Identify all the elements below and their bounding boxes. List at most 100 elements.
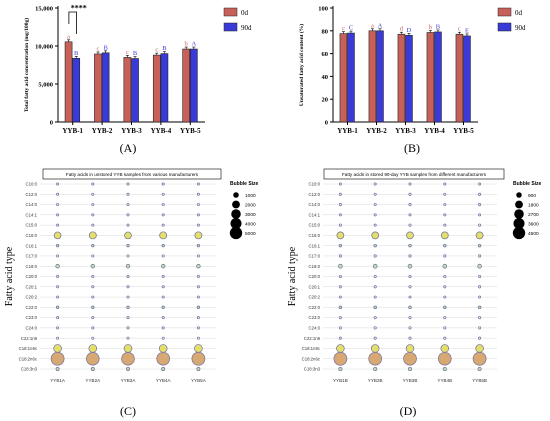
y-tick-label: 60 — [322, 51, 329, 58]
bubble — [373, 254, 377, 258]
bubble — [91, 336, 95, 340]
bubble — [55, 264, 60, 269]
bar — [152, 54, 161, 123]
bubble — [443, 285, 447, 289]
bubble — [161, 213, 165, 217]
x-tick-label: YYB-4 — [151, 127, 172, 135]
bubble — [91, 223, 95, 227]
bubble — [443, 192, 447, 196]
bubble — [405, 344, 415, 353]
x-tick-label: YYB-1 — [62, 127, 83, 135]
bubble — [126, 213, 130, 217]
bubble — [191, 351, 206, 366]
bubble — [475, 231, 484, 240]
bubble — [126, 326, 130, 330]
bubble — [406, 231, 414, 240]
bubble — [91, 192, 95, 196]
bubble — [126, 336, 130, 340]
panel-label-c: (C) — [120, 404, 136, 418]
row-label: C10:0 — [309, 182, 321, 187]
row-label: C17:0 — [26, 254, 38, 259]
row-label: C22:0 — [309, 305, 321, 310]
significance-letter: b — [185, 41, 188, 48]
bubble — [408, 203, 412, 207]
legend-bubble — [513, 217, 525, 230]
bubble — [161, 336, 165, 340]
bar — [463, 35, 471, 123]
bubble — [56, 295, 60, 299]
legend-label: 0d — [241, 9, 249, 17]
legend-bubble — [231, 209, 241, 219]
bubble — [123, 344, 133, 353]
bubble — [161, 192, 165, 196]
bubble — [56, 213, 60, 217]
panel-label-a: (A) — [120, 141, 137, 155]
y-tick-label: 20 — [322, 97, 329, 104]
significance-letter: D — [407, 27, 412, 34]
bubble — [196, 326, 200, 330]
bubble — [158, 344, 168, 353]
bubble — [86, 352, 100, 366]
plot-title-box — [323, 168, 505, 180]
bubble — [161, 275, 165, 278]
bubble — [477, 305, 482, 310]
row-label: C20:1 — [26, 284, 38, 289]
bubble — [338, 243, 343, 248]
bubble — [443, 316, 447, 320]
bubble — [373, 274, 377, 279]
x-tick-label: YYB-5 — [180, 127, 201, 135]
bubble — [408, 316, 412, 320]
bubble — [478, 254, 482, 258]
bubble — [338, 285, 342, 289]
significance-letter: B — [133, 50, 138, 57]
bubble — [373, 295, 377, 299]
significance-letter: E — [465, 27, 469, 34]
bubble — [373, 366, 378, 372]
bubble — [408, 305, 412, 310]
bubble — [196, 367, 201, 371]
bar — [455, 33, 464, 123]
column-label: YYB3A — [121, 378, 137, 383]
significance-letter: B — [74, 50, 79, 57]
bubble — [338, 336, 342, 340]
bubble — [126, 203, 130, 207]
row-label: C22:0 — [26, 305, 38, 310]
significance-letter: B — [162, 45, 167, 52]
bar — [347, 32, 355, 123]
bubble — [196, 213, 200, 217]
bubble — [156, 351, 170, 366]
column-label: YYB1B — [333, 378, 348, 383]
bubble — [126, 223, 130, 227]
bubble — [161, 182, 165, 186]
bar — [339, 33, 348, 123]
significance-letter: b — [429, 24, 432, 31]
bubble — [161, 203, 165, 207]
bubble — [373, 336, 377, 340]
bubble — [91, 305, 95, 309]
y-tick-label: 5,000 — [38, 82, 53, 89]
bubble — [443, 203, 447, 207]
significance-letter: a — [371, 22, 374, 29]
legend-swatch — [497, 7, 512, 17]
y-tick-label: 40 — [322, 74, 329, 81]
row-label: C15:0 — [309, 223, 321, 228]
y-axis-label: Fatty acid type — [4, 246, 15, 306]
bubble — [55, 244, 60, 248]
bubble — [194, 231, 203, 240]
bubble — [56, 203, 60, 207]
row-label: C18:3n3 — [304, 367, 321, 372]
legend-label: 0d — [515, 9, 523, 17]
bubble — [443, 336, 447, 340]
bar — [123, 57, 132, 123]
bubble — [338, 213, 342, 217]
bubble — [443, 295, 447, 299]
legend-swatch — [223, 22, 238, 32]
bubble — [407, 263, 413, 269]
legend-label: 5000 — [245, 231, 256, 237]
bubble — [408, 336, 412, 340]
row-label: C23:0 — [26, 315, 38, 320]
bubble — [126, 275, 130, 278]
bar — [160, 53, 169, 123]
significance-letter: d — [400, 26, 404, 33]
bar — [397, 33, 406, 123]
